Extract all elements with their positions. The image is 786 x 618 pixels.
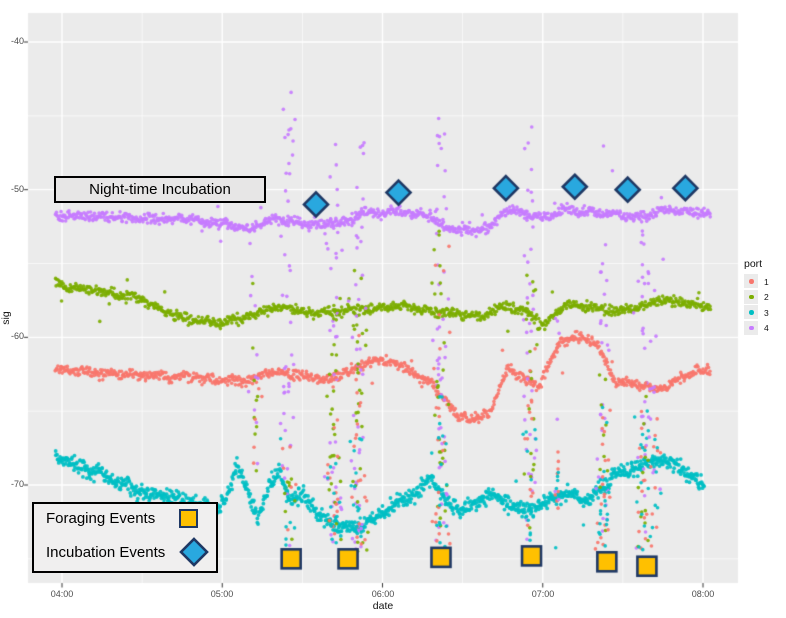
port-1-dot-icon [749, 279, 754, 284]
foraging-events-label: Foraging Events [46, 510, 156, 527]
annotation-events-legend: Foraging Events Incubation Events [32, 502, 218, 573]
port-2-dot-icon [749, 294, 754, 299]
x-tick-label: 08:00 [691, 589, 715, 599]
port-4-dot-icon [749, 325, 754, 330]
legend-item-label: 3 [764, 307, 769, 318]
y-tick-label: -50 [10, 184, 24, 194]
legend-item-label: 2 [764, 292, 769, 302]
legend-item: 4 [742, 320, 786, 337]
y-tick-label: -60 [10, 331, 24, 341]
legend-item-label: 4 [764, 323, 769, 333]
legend-item: 3 [742, 305, 786, 321]
port-3-dot-icon [749, 310, 754, 315]
night-incubation-label: Night-time Incubation [89, 181, 231, 198]
legend-item: 1 [742, 274, 786, 290]
y-tick-label: -40 [10, 36, 24, 46]
y-tick-label: -70 [10, 479, 24, 489]
incubation-events-label: Incubation Events [46, 544, 166, 561]
legend-title: port [744, 258, 763, 270]
annotation-night-incubation: Night-time Incubation [54, 176, 266, 203]
x-tick-label: 04:00 [50, 589, 74, 599]
legend-port: port 1 2 3 4 [742, 258, 786, 336]
x-axis-title: date [372, 600, 394, 612]
foraging-square-icon [179, 509, 198, 528]
legend-item: 2 [742, 289, 786, 306]
x-tick-label: 05:00 [210, 589, 234, 599]
legend-item-label: 1 [764, 276, 769, 287]
y-axis-title: sig [0, 311, 12, 325]
incubation-diamond-icon [179, 537, 209, 567]
x-tick-label: 06:00 [371, 589, 395, 599]
x-tick-label: 07:00 [531, 589, 555, 599]
